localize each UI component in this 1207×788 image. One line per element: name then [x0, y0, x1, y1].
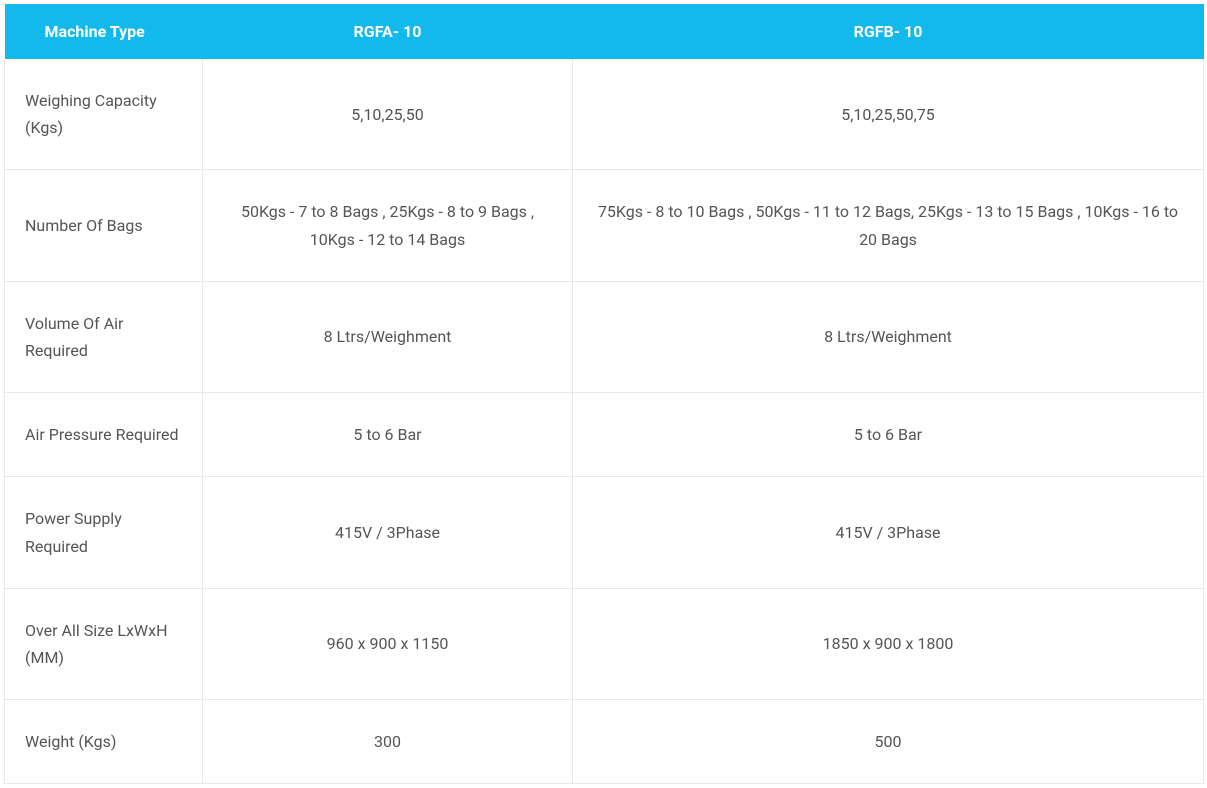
header-rgfb-10: RGFB- 10 — [573, 4, 1204, 59]
row-cell: 8 Ltrs/Weighment — [203, 281, 573, 392]
row-label: Power Supply Required — [5, 477, 203, 588]
row-cell: 5 to 6 Bar — [573, 393, 1204, 477]
table-row: Weighing Capacity (Kgs) 5,10,25,50 5,10,… — [5, 59, 1204, 170]
table-row: Number Of Bags 50Kgs - 7 to 8 Bags , 25K… — [5, 170, 1204, 281]
spec-table: Machine Type RGFA- 10 RGFB- 10 Weighing … — [4, 4, 1204, 784]
table-header-row: Machine Type RGFA- 10 RGFB- 10 — [5, 4, 1204, 59]
header-machine-type: Machine Type — [5, 4, 203, 59]
table-row: Weight (Kgs) 300 500 — [5, 700, 1204, 784]
table-body: Weighing Capacity (Kgs) 5,10,25,50 5,10,… — [5, 59, 1204, 784]
row-cell: 415V / 3Phase — [203, 477, 573, 588]
table-row: Air Pressure Required 5 to 6 Bar 5 to 6 … — [5, 393, 1204, 477]
row-label: Volume Of Air Required — [5, 281, 203, 392]
table-header: Machine Type RGFA- 10 RGFB- 10 — [5, 4, 1204, 59]
row-cell: 50Kgs - 7 to 8 Bags , 25Kgs - 8 to 9 Bag… — [203, 170, 573, 281]
table-row: Power Supply Required 415V / 3Phase 415V… — [5, 477, 1204, 588]
row-cell: 5,10,25,50 — [203, 59, 573, 170]
row-label: Over All Size LxWxH (MM) — [5, 588, 203, 699]
table-row: Volume Of Air Required 8 Ltrs/Weighment … — [5, 281, 1204, 392]
row-cell: 415V / 3Phase — [573, 477, 1204, 588]
spec-table-container: Machine Type RGFA- 10 RGFB- 10 Weighing … — [4, 4, 1203, 784]
row-label: Air Pressure Required — [5, 393, 203, 477]
row-cell: 500 — [573, 700, 1204, 784]
row-cell: 5 to 6 Bar — [203, 393, 573, 477]
row-cell: 300 — [203, 700, 573, 784]
row-cell: 75Kgs - 8 to 10 Bags , 50Kgs - 11 to 12 … — [573, 170, 1204, 281]
row-label: Number Of Bags — [5, 170, 203, 281]
header-rgfa-10: RGFA- 10 — [203, 4, 573, 59]
row-cell: 8 Ltrs/Weighment — [573, 281, 1204, 392]
row-label: Weighing Capacity (Kgs) — [5, 59, 203, 170]
row-cell: 5,10,25,50,75 — [573, 59, 1204, 170]
row-label: Weight (Kgs) — [5, 700, 203, 784]
row-cell: 1850 x 900 x 1800 — [573, 588, 1204, 699]
row-cell: 960 x 900 x 1150 — [203, 588, 573, 699]
table-row: Over All Size LxWxH (MM) 960 x 900 x 115… — [5, 588, 1204, 699]
